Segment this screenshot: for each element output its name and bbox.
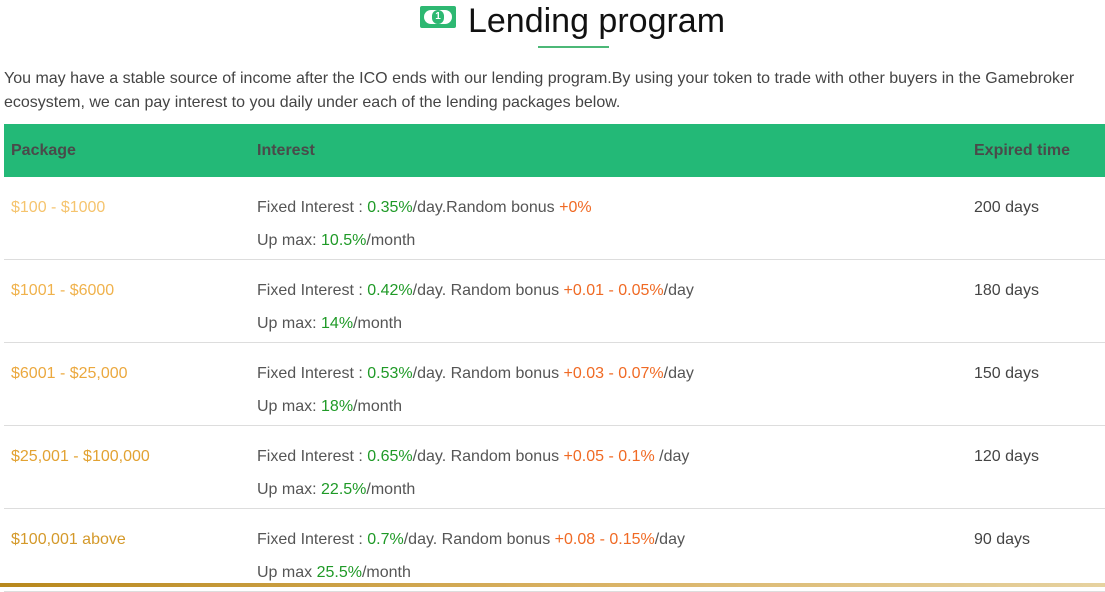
up-max-line: Up max: 10.5%/month (257, 224, 960, 257)
max-suffix: /month (353, 315, 402, 332)
bonus-rate: +0.01 - 0.05% (563, 282, 664, 299)
max-label: Up max: (257, 481, 322, 498)
column-header-package: Package (4, 124, 250, 177)
footer-bar (0, 583, 1105, 587)
max-label: Up max: (257, 315, 322, 332)
interest-cell: Fixed Interest : 0.42%/day. Random bonus… (250, 259, 967, 343)
fixed-rate: 0.65% (367, 448, 413, 465)
max-suffix: /month (353, 398, 402, 415)
expired-cell: 150 days (967, 342, 1105, 426)
fixed-suffix: /day. Random bonus (412, 448, 564, 465)
money-bill-icon (419, 6, 456, 28)
fixed-label: Fixed Interest : (257, 531, 368, 548)
max-rate: 14% (321, 315, 354, 332)
table-row: $25,001 - $100,000 Fixed Interest : 0.65… (4, 425, 1105, 509)
page-title: Lending program (0, 2, 1105, 41)
package-cell: $100 - $1000 (4, 177, 250, 260)
bonus-rate: +0.03 - 0.07% (563, 365, 664, 382)
table-row: $100,001 above Fixed Interest : 0.7%/day… (4, 508, 1105, 592)
fixed-label: Fixed Interest : (257, 365, 368, 382)
expired-cell: 120 days (967, 425, 1105, 509)
fixed-interest-line: Fixed Interest : 0.42%/day. Random bonus… (257, 274, 960, 307)
package-cell: $6001 - $25,000 (4, 342, 250, 426)
fixed-suffix: /day. Random bonus (412, 365, 564, 382)
max-rate: 22.5% (321, 481, 367, 498)
up-max-line: Up max: 18%/month (257, 390, 960, 423)
expired-cell: 180 days (967, 259, 1105, 343)
package-cell: $25,001 - $100,000 (4, 425, 250, 509)
max-suffix: /month (366, 232, 416, 249)
bonus-suffix: /day (663, 365, 694, 382)
bonus-rate: +0% (559, 199, 592, 216)
package-cell: $100,001 above (4, 508, 250, 592)
max-label: Up max: (257, 398, 322, 415)
up-max-line: Up max: 22.5%/month (257, 473, 960, 506)
package-cell: $1001 - $6000 (4, 259, 250, 343)
bonus-rate: +0.08 - 0.15% (554, 531, 655, 548)
fixed-label: Fixed Interest : (257, 448, 368, 465)
intro-text: You may have a stable source of income a… (4, 70, 1075, 111)
expired-cell: 90 days (967, 508, 1105, 592)
max-rate: 25.5% (316, 564, 362, 581)
fixed-interest-line: Fixed Interest : 0.7%/day. Random bonus … (257, 523, 960, 556)
fixed-rate: 0.7% (367, 531, 404, 548)
lending-table: Package Interest Expired time $100 - $10… (4, 124, 1105, 592)
fixed-rate: 0.42% (367, 282, 413, 299)
fixed-label: Fixed Interest : (257, 199, 368, 216)
title-underline (538, 46, 609, 48)
fixed-rate: 0.53% (367, 365, 413, 382)
max-label: Up max: (257, 232, 322, 249)
bonus-suffix: /day (654, 531, 685, 548)
fixed-rate: 0.35% (367, 199, 413, 216)
bonus-suffix: /day (663, 282, 694, 299)
max-rate: 18% (321, 398, 354, 415)
up-max-line: Up max 25.5%/month (257, 556, 960, 589)
expired-cell: 200 days (967, 177, 1105, 260)
fixed-suffix: /day. Random bonus (412, 282, 564, 299)
title-text: Lending program (467, 2, 726, 40)
fixed-interest-line: Fixed Interest : 0.35%/day.Random bonus … (257, 191, 960, 224)
fixed-interest-line: Fixed Interest : 0.65%/day. Random bonus… (257, 440, 960, 473)
column-header-expired: Expired time (967, 124, 1105, 177)
max-rate: 10.5% (321, 232, 367, 249)
table-row: $1001 - $6000 Fixed Interest : 0.42%/day… (4, 259, 1105, 343)
fixed-interest-line: Fixed Interest : 0.53%/day. Random bonus… (257, 357, 960, 390)
fixed-label: Fixed Interest : (257, 282, 368, 299)
max-label: Up max (257, 564, 317, 581)
interest-cell: Fixed Interest : 0.35%/day.Random bonus … (250, 177, 967, 260)
table-row: $100 - $1000 Fixed Interest : 0.35%/day.… (4, 177, 1105, 260)
interest-cell: Fixed Interest : 0.65%/day. Random bonus… (250, 425, 967, 509)
interest-cell: Fixed Interest : 0.7%/day. Random bonus … (250, 508, 967, 592)
up-max-line: Up max: 14%/month (257, 307, 960, 340)
fixed-suffix: /day.Random bonus (412, 199, 560, 216)
bonus-suffix: /day (654, 448, 690, 465)
column-header-interest: Interest (250, 124, 967, 177)
table-row: $6001 - $25,000 Fixed Interest : 0.53%/d… (4, 342, 1105, 426)
max-suffix: /month (366, 481, 416, 498)
max-suffix: /month (361, 564, 411, 581)
interest-cell: Fixed Interest : 0.53%/day. Random bonus… (250, 342, 967, 426)
bonus-rate: +0.05 - 0.1% (563, 448, 655, 465)
fixed-suffix: /day. Random bonus (403, 531, 555, 548)
